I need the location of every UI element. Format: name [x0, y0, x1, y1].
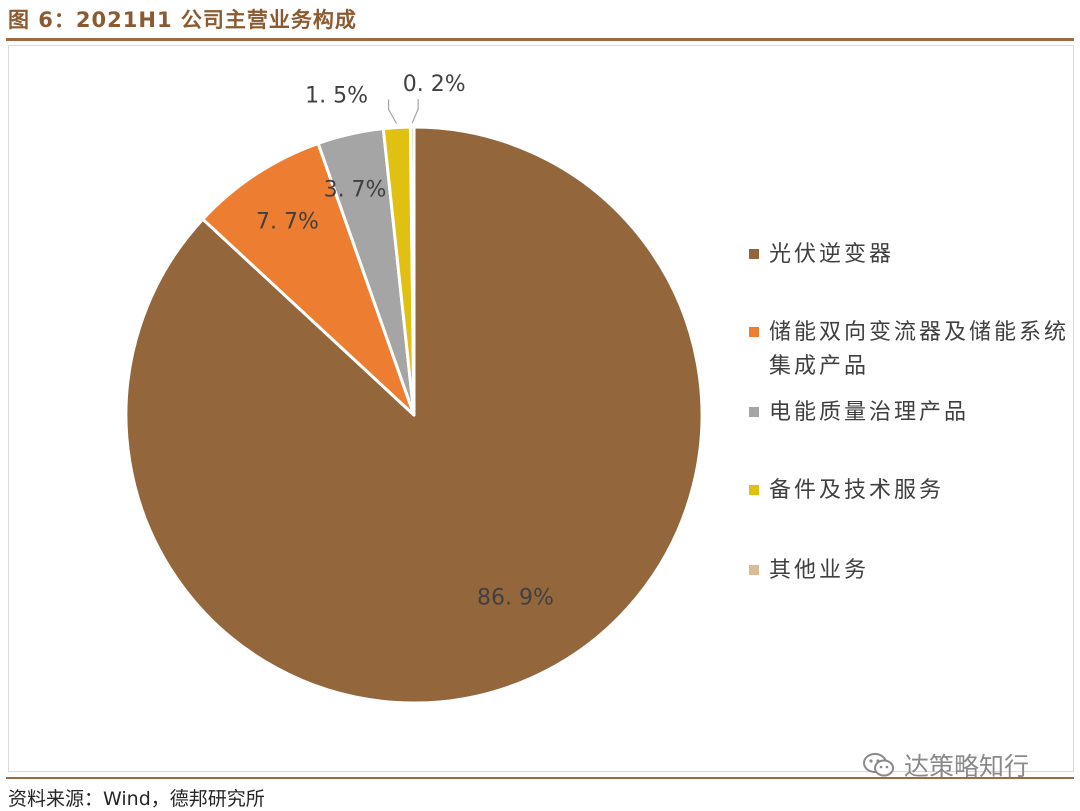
source-rule — [6, 777, 1074, 779]
source-note: 资料来源：Wind，德邦研究所 — [8, 788, 265, 810]
legend-swatch — [749, 407, 759, 417]
legend-item-pv-inverter: 光伏逆变器 — [749, 238, 1069, 272]
legend-label: 光伏逆变器 — [769, 242, 895, 267]
legend-item-spare-parts-service: 备件及技术服务 — [749, 474, 1069, 508]
data-label-3: 1. 5% — [305, 84, 368, 109]
watermark: 达策略知行 — [862, 747, 1029, 783]
legend-label: 电能质量治理产品 — [769, 400, 970, 425]
legend-swatch — [749, 249, 759, 259]
data-label-2: 3. 7% — [324, 177, 387, 202]
pie-slice-1 — [201, 141, 416, 417]
legend-swatch — [749, 485, 759, 495]
data-label-4: 0. 2% — [403, 72, 466, 97]
data-label-1: 7. 7% — [256, 209, 319, 234]
legend-label: 储能双向变流器及储能系统集成产品 — [769, 320, 1070, 379]
legend-item-other-business: 其他业务 — [749, 554, 1069, 588]
chart-area: 86. 9% 7. 7% 3. 7% 1. 5% 0. 2% 光伏逆变器 储能双向变流器… — [8, 45, 1074, 772]
legend-swatch — [749, 327, 759, 337]
wechat-icon — [863, 753, 894, 777]
legend-item-storage-converter: 储能双向变流器及储能系统集成产品 — [749, 316, 1069, 384]
legend-label: 备件及技术服务 — [769, 478, 945, 503]
leader-line-3 — [387, 99, 398, 124]
legend-swatch — [749, 565, 759, 575]
pie-slice-4 — [408, 125, 416, 417]
legend-item-power-quality: 电能质量治理产品 — [749, 396, 1069, 430]
title-rule — [6, 38, 1074, 41]
figure-title: 图 6：2021H1 公司主营业务构成 — [8, 8, 357, 32]
data-label-0: 86. 9% — [477, 586, 554, 611]
pie-chart: 86. 9% 7. 7%3. 7% 1. 5% 0. 2% — [124, 72, 704, 705]
legend-label: 其他业务 — [769, 558, 870, 583]
watermark-text: 达策略知行 — [904, 752, 1030, 781]
leader-line-4 — [411, 99, 419, 124]
